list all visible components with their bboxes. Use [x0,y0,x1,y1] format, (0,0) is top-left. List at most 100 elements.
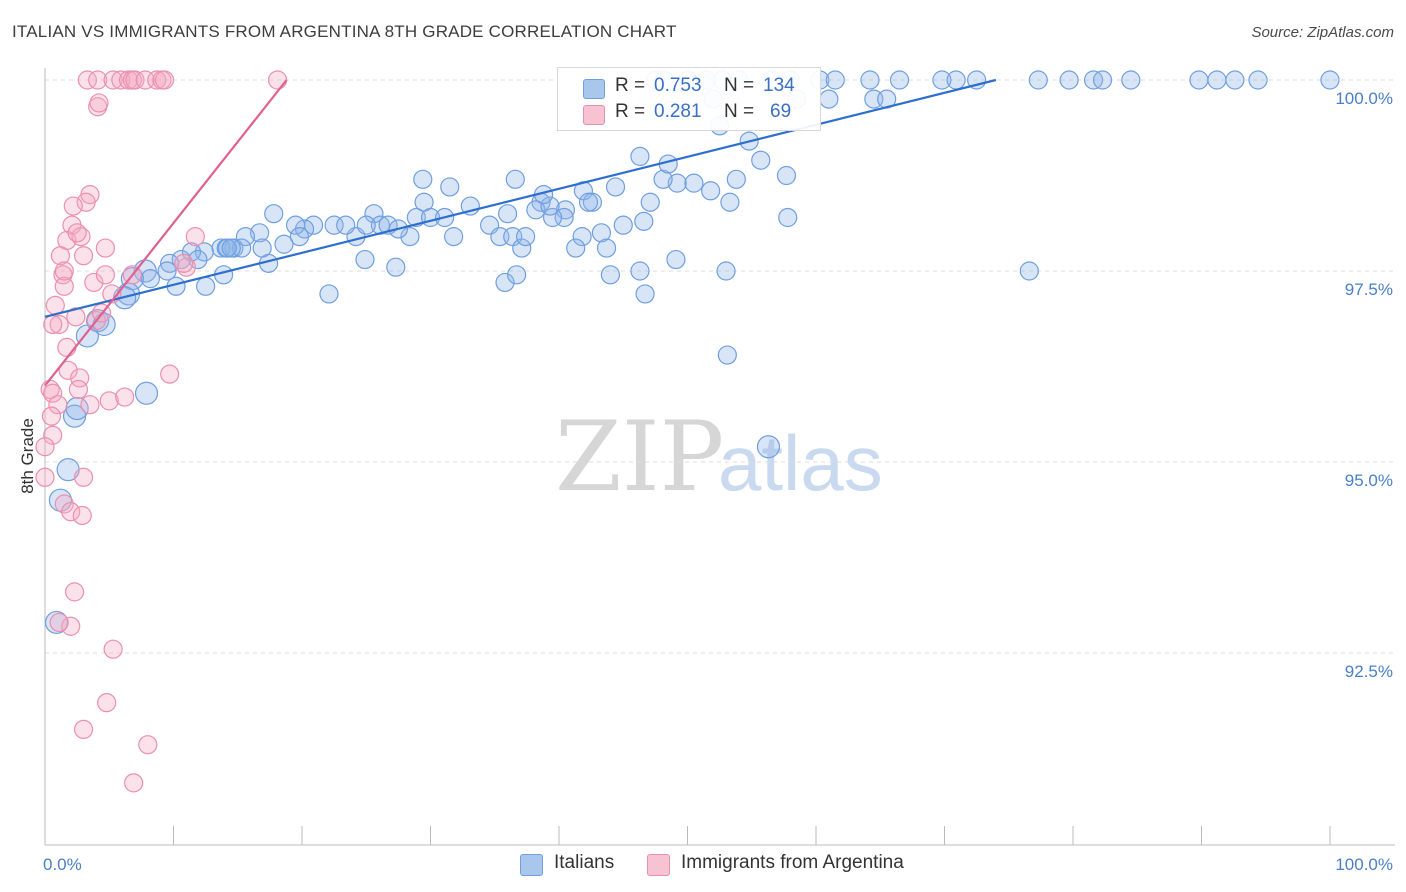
axes [44,68,1395,846]
point-argentina [89,93,109,113]
watermark: ZIP atlas [555,401,883,513]
point-italians [554,207,574,228]
point-italians [336,215,356,235]
point-italians [515,227,536,247]
legend-n-value: 134 [763,75,795,96]
point-argentina [147,70,167,90]
point-argentina [73,246,94,266]
point-argentina [41,406,62,426]
legend-n-label: N = [724,101,755,122]
point-argentina [174,253,194,273]
legend-swatch-argentina [583,105,605,125]
point-italians [495,272,515,293]
point-argentina [35,437,55,457]
point-italians [1248,70,1268,90]
legend-n-value: 69 [770,101,792,122]
point-italians [630,261,650,281]
point-argentina [63,196,83,216]
point-argentina [160,364,180,384]
point-italians [720,192,740,212]
point-argentina [64,582,85,602]
point-italians [578,192,599,212]
point-italians [440,177,460,197]
point-italians [264,204,284,224]
point-italians [776,165,797,186]
point-argentina [35,467,55,487]
point-argentina [267,70,288,90]
point-italians [1019,261,1039,281]
point-italians [512,238,532,258]
point-argentina [50,246,71,266]
source-label[interactable]: Source: ZipAtlas.com [1251,24,1394,41]
point-italians [591,223,612,243]
y-tick-label: 100.0% [1335,89,1393,108]
point-italians [505,169,525,189]
point-italians [819,89,839,109]
point-italians [634,211,654,231]
y-axis-label: 8th Grade [18,418,37,494]
watermark-atlas: atlas [718,419,883,507]
legend-r-label: R = [615,75,646,96]
point-italians [1092,70,1113,90]
point-argentina [68,379,89,400]
legend-label-argentina: Immigrants from Argentina [681,852,904,873]
point-argentina [76,192,96,212]
point-italians [235,227,256,247]
point-italians [364,204,384,224]
point-argentina [49,314,69,335]
point-argentina [72,505,92,526]
point-italians [134,381,159,405]
point-italians [252,238,272,258]
x-tick-label: 100.0% [1335,855,1393,874]
point-argentina [95,265,115,285]
point-italians [526,200,546,220]
point-italians [319,284,339,304]
legend-r-value: 0.281 [654,101,702,122]
point-italians [684,173,704,193]
point-argentina [54,276,74,296]
point-italians [596,238,617,258]
point-argentina [138,735,158,755]
point-argentina [97,693,117,713]
point-argentina [48,395,68,415]
point-italians [1028,70,1048,90]
point-argentina [154,70,175,90]
point-italians [825,70,845,90]
point-italians [498,204,518,224]
point-argentina [95,238,115,258]
point-italians [600,265,621,285]
point-italians [196,276,216,296]
point-italians [1059,70,1079,90]
point-italians [1225,70,1245,90]
point-italians [572,227,592,247]
point-argentina [61,502,81,522]
stats-legend: R = 0.753 N = 134 R = 0.281 N = 69 [557,67,821,131]
point-italians [274,234,294,254]
point-argentina [49,612,69,633]
point-argentina [103,70,123,90]
legend-label-italians: Italians [554,852,615,873]
legend-swatch-italians [520,854,543,876]
point-italians [181,242,202,262]
trend-line-italians [44,78,997,318]
trend-line-argentina [44,79,288,387]
point-italians [666,249,686,270]
point-argentina [73,467,94,487]
point-italians [716,261,736,281]
point-argentina [84,272,104,293]
point-italians [1320,70,1340,90]
legend-swatch-italians [583,79,605,99]
point-italians [400,227,420,247]
point-italians [506,265,527,285]
legend-r-value: 0.753 [654,75,702,96]
point-argentina [57,337,77,357]
point-italians [386,257,406,277]
point-italians [157,261,177,281]
point-italians [701,181,721,201]
point-italians [635,284,655,304]
legend-swatch-argentina [647,854,670,876]
point-italians [751,150,771,170]
point-italians [75,324,100,348]
tick-labels: 100.0% 97.5% 95.0% 92.5% 0.0% 100.0% [43,89,1393,874]
point-argentina [61,616,81,636]
